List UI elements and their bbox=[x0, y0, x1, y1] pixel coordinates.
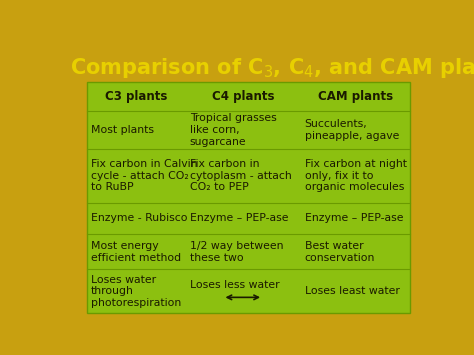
Text: Fix carbon in Calvin
cycle - attach CO₂
to RuBP: Fix carbon in Calvin cycle - attach CO₂ … bbox=[91, 159, 198, 192]
Text: CAM plants: CAM plants bbox=[318, 90, 392, 103]
Bar bbox=[87, 82, 410, 313]
Text: Enzyme - Rubisco: Enzyme - Rubisco bbox=[91, 213, 188, 223]
Text: Fix carbon at night
only, fix it to
organic molecules: Fix carbon at night only, fix it to orga… bbox=[305, 159, 407, 192]
Text: Loses least water: Loses least water bbox=[305, 286, 400, 296]
Text: C4 plants: C4 plants bbox=[211, 90, 274, 103]
Text: Succulents,
pineapple, agave: Succulents, pineapple, agave bbox=[305, 119, 399, 141]
Text: Loses water
through
photorespiration: Loses water through photorespiration bbox=[91, 275, 182, 308]
Text: C3 plants: C3 plants bbox=[105, 90, 167, 103]
Text: Best water
conservation: Best water conservation bbox=[305, 241, 375, 262]
Text: Most plants: Most plants bbox=[91, 125, 154, 135]
Text: Enzyme – PEP-ase: Enzyme – PEP-ase bbox=[190, 213, 288, 223]
Text: Enzyme – PEP-ase: Enzyme – PEP-ase bbox=[305, 213, 403, 223]
Text: Tropical grasses
like corn,
sugarcane: Tropical grasses like corn, sugarcane bbox=[190, 114, 276, 147]
Text: Fix carbon in
cytoplasm - attach
CO₂ to PEP: Fix carbon in cytoplasm - attach CO₂ to … bbox=[190, 159, 292, 192]
Bar bbox=[87, 82, 410, 313]
Text: Loses less water: Loses less water bbox=[190, 280, 280, 290]
Text: Comparison of C$_3$, C$_4$, and CAM plants: Comparison of C$_3$, C$_4$, and CAM plan… bbox=[70, 56, 474, 80]
Text: 1/2 way between
these two: 1/2 way between these two bbox=[190, 241, 283, 262]
Text: Most energy
efficient method: Most energy efficient method bbox=[91, 241, 182, 262]
